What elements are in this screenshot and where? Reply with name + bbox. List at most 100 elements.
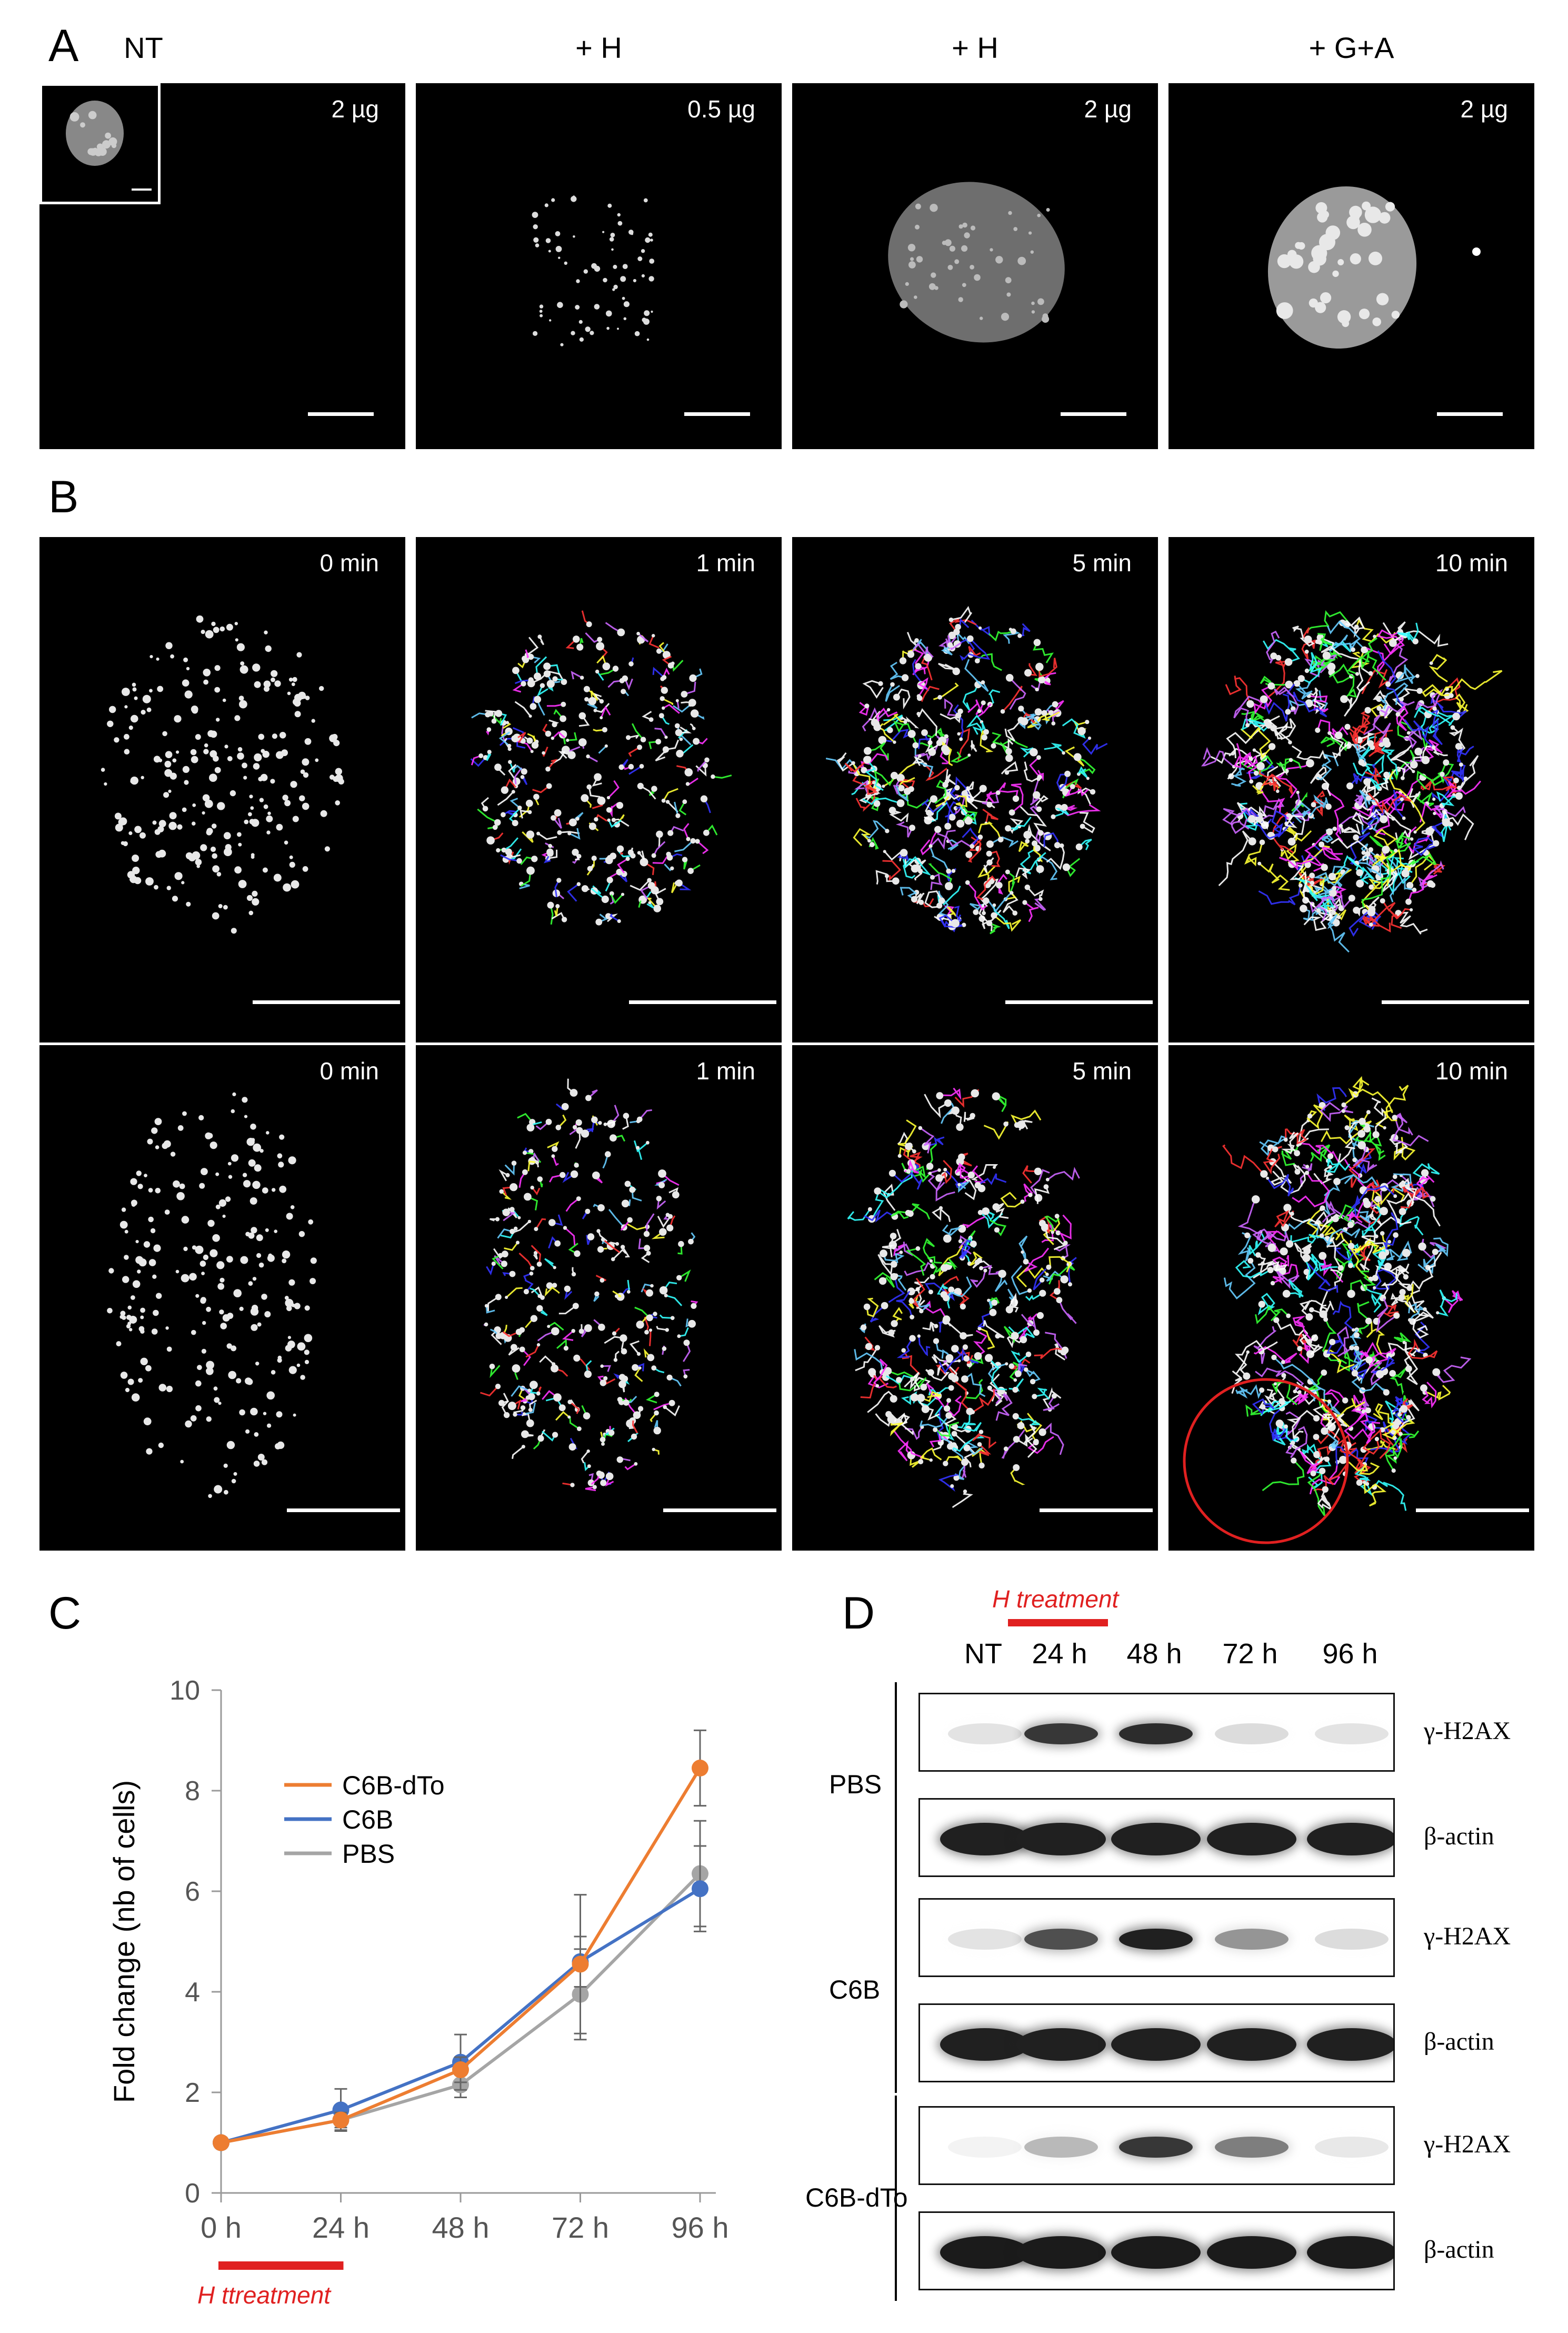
time-label: 10 min xyxy=(1435,549,1508,577)
blot-band xyxy=(1207,2236,1296,2269)
legend-label: C6B xyxy=(342,1805,393,1834)
x-tick-label: 0 h xyxy=(201,2211,242,2244)
blot-band xyxy=(1315,1929,1389,1950)
blot-label: γ-H2AX xyxy=(1424,1922,1511,1950)
blot-band xyxy=(940,2028,1030,2061)
scale-bar xyxy=(684,412,750,416)
scale-bar xyxy=(663,1508,776,1512)
column-title: + H xyxy=(575,31,622,64)
tracking-canvas xyxy=(1201,610,1503,953)
tracking-canvas xyxy=(480,1078,698,1492)
series-PBS xyxy=(213,1820,708,2151)
blot-band xyxy=(948,1723,1022,1744)
time-label: 5 min xyxy=(1072,1057,1132,1085)
amount-label: 2 µg xyxy=(331,95,379,123)
blot-label: γ-H2AX xyxy=(1424,2130,1511,2158)
time-label: 10 min xyxy=(1435,1057,1508,1085)
series-line xyxy=(221,1872,702,2145)
inset-image xyxy=(39,83,161,204)
panel-a-letter: A xyxy=(48,21,79,71)
micrograph-canvas xyxy=(888,182,1065,343)
treatment-label: H treatment xyxy=(992,1585,1119,1613)
micrograph-canvas xyxy=(532,195,655,346)
time-label: 0 min xyxy=(319,549,379,577)
series-C6B xyxy=(213,1845,708,2151)
blot-band xyxy=(1119,1723,1193,1744)
micrograph: 2 µg xyxy=(1168,83,1534,449)
panel-c-letter: C xyxy=(48,1588,82,1639)
blot-band xyxy=(940,1823,1030,1855)
scale-bar xyxy=(287,1508,400,1512)
tracking-frame: 10 min xyxy=(1168,1045,1534,1551)
series-C6B-dTo xyxy=(213,1729,708,2151)
lane-label: 72 h xyxy=(1222,1638,1278,1670)
tracking-canvas xyxy=(107,1092,317,1498)
time-label: 0 min xyxy=(319,1057,379,1085)
data-point xyxy=(692,1880,708,1898)
tracking-frame: 10 min xyxy=(1168,537,1534,1043)
group-label: PBS xyxy=(829,1770,882,1799)
blot-band xyxy=(1024,1723,1098,1744)
blot-band xyxy=(1215,1723,1289,1744)
panel-b-letter: B xyxy=(48,472,79,522)
lane-label: 48 h xyxy=(1126,1638,1182,1670)
scale-bar xyxy=(1040,1508,1153,1512)
blot-strip xyxy=(918,2106,1395,2185)
micrograph: 2 µg xyxy=(792,83,1158,449)
blot-band xyxy=(1016,2028,1106,2061)
lane-label: 96 h xyxy=(1322,1638,1378,1670)
blot-band xyxy=(1024,2137,1098,2158)
blot-label: β-actin xyxy=(1424,2028,1494,2056)
treatment-label: H ttreatment xyxy=(197,2281,332,2309)
tracking-canvas xyxy=(825,605,1108,935)
micrograph: 2 µg xyxy=(39,83,405,449)
time-label: 1 min xyxy=(696,1057,755,1085)
data-point xyxy=(452,2061,469,2079)
tracking-frame: 1 min xyxy=(416,1045,782,1551)
panel-d-letter: D xyxy=(842,1588,875,1639)
blot-band xyxy=(1215,2137,1289,2158)
scale-bar xyxy=(253,1000,400,1004)
scale-bar xyxy=(1416,1508,1529,1512)
blot-band xyxy=(1315,1723,1389,1744)
blot-label: β-actin xyxy=(1424,1822,1494,1850)
tracking-frame: 5 min xyxy=(792,537,1158,1043)
group-label: C6B-dTo xyxy=(805,2183,908,2212)
scale-bar xyxy=(1061,412,1126,416)
blot-band xyxy=(1307,2028,1393,2061)
blot-band xyxy=(1119,1929,1193,1950)
blot-label: γ-H2AX xyxy=(1424,1717,1511,1745)
blot-band xyxy=(948,2137,1022,2158)
y-tick-label: 6 xyxy=(185,1877,200,1907)
blot-band xyxy=(1307,2236,1393,2269)
treatment-bar xyxy=(1008,1619,1108,1626)
blot-strip xyxy=(918,2003,1395,2082)
tracking-frame: 1 min xyxy=(416,537,782,1043)
blot-band xyxy=(1111,2028,1201,2061)
group-bracket xyxy=(895,1682,897,1888)
scale-bar xyxy=(308,412,374,416)
blot-band xyxy=(1207,1823,1296,1855)
y-tick-label: 8 xyxy=(185,1776,200,1806)
column-title: + H xyxy=(952,31,998,64)
y-axis-label: Fold change (nb of cells) xyxy=(107,1780,141,2103)
series-line xyxy=(221,1887,701,2145)
amount-label: 2 µg xyxy=(1460,95,1508,123)
growth-chart: 0 2 4 6 8 10 0 h 24 h 48 h 72 h 96 h Fold change (n… xyxy=(107,1675,729,2309)
time-label: 1 min xyxy=(696,549,755,577)
y-tick-label: 4 xyxy=(185,1977,200,2008)
amount-label: 0.5 µg xyxy=(687,95,755,123)
micrograph-canvas xyxy=(1267,186,1481,349)
scale-bar xyxy=(1382,1000,1529,1004)
blot-strip xyxy=(918,2211,1395,2290)
blot-band xyxy=(1307,1823,1393,1855)
y-tick-label: 10 xyxy=(169,1675,200,1706)
tracking-canvas xyxy=(101,615,344,934)
data-point xyxy=(332,2111,349,2129)
inset-scale-bar xyxy=(132,188,152,191)
group-label: C6B xyxy=(829,1975,881,2004)
blot-label: β-actin xyxy=(1424,2236,1494,2263)
legend-label: PBS xyxy=(342,1839,395,1869)
blot-band xyxy=(1016,2236,1106,2269)
blot-strip xyxy=(918,1693,1395,1772)
